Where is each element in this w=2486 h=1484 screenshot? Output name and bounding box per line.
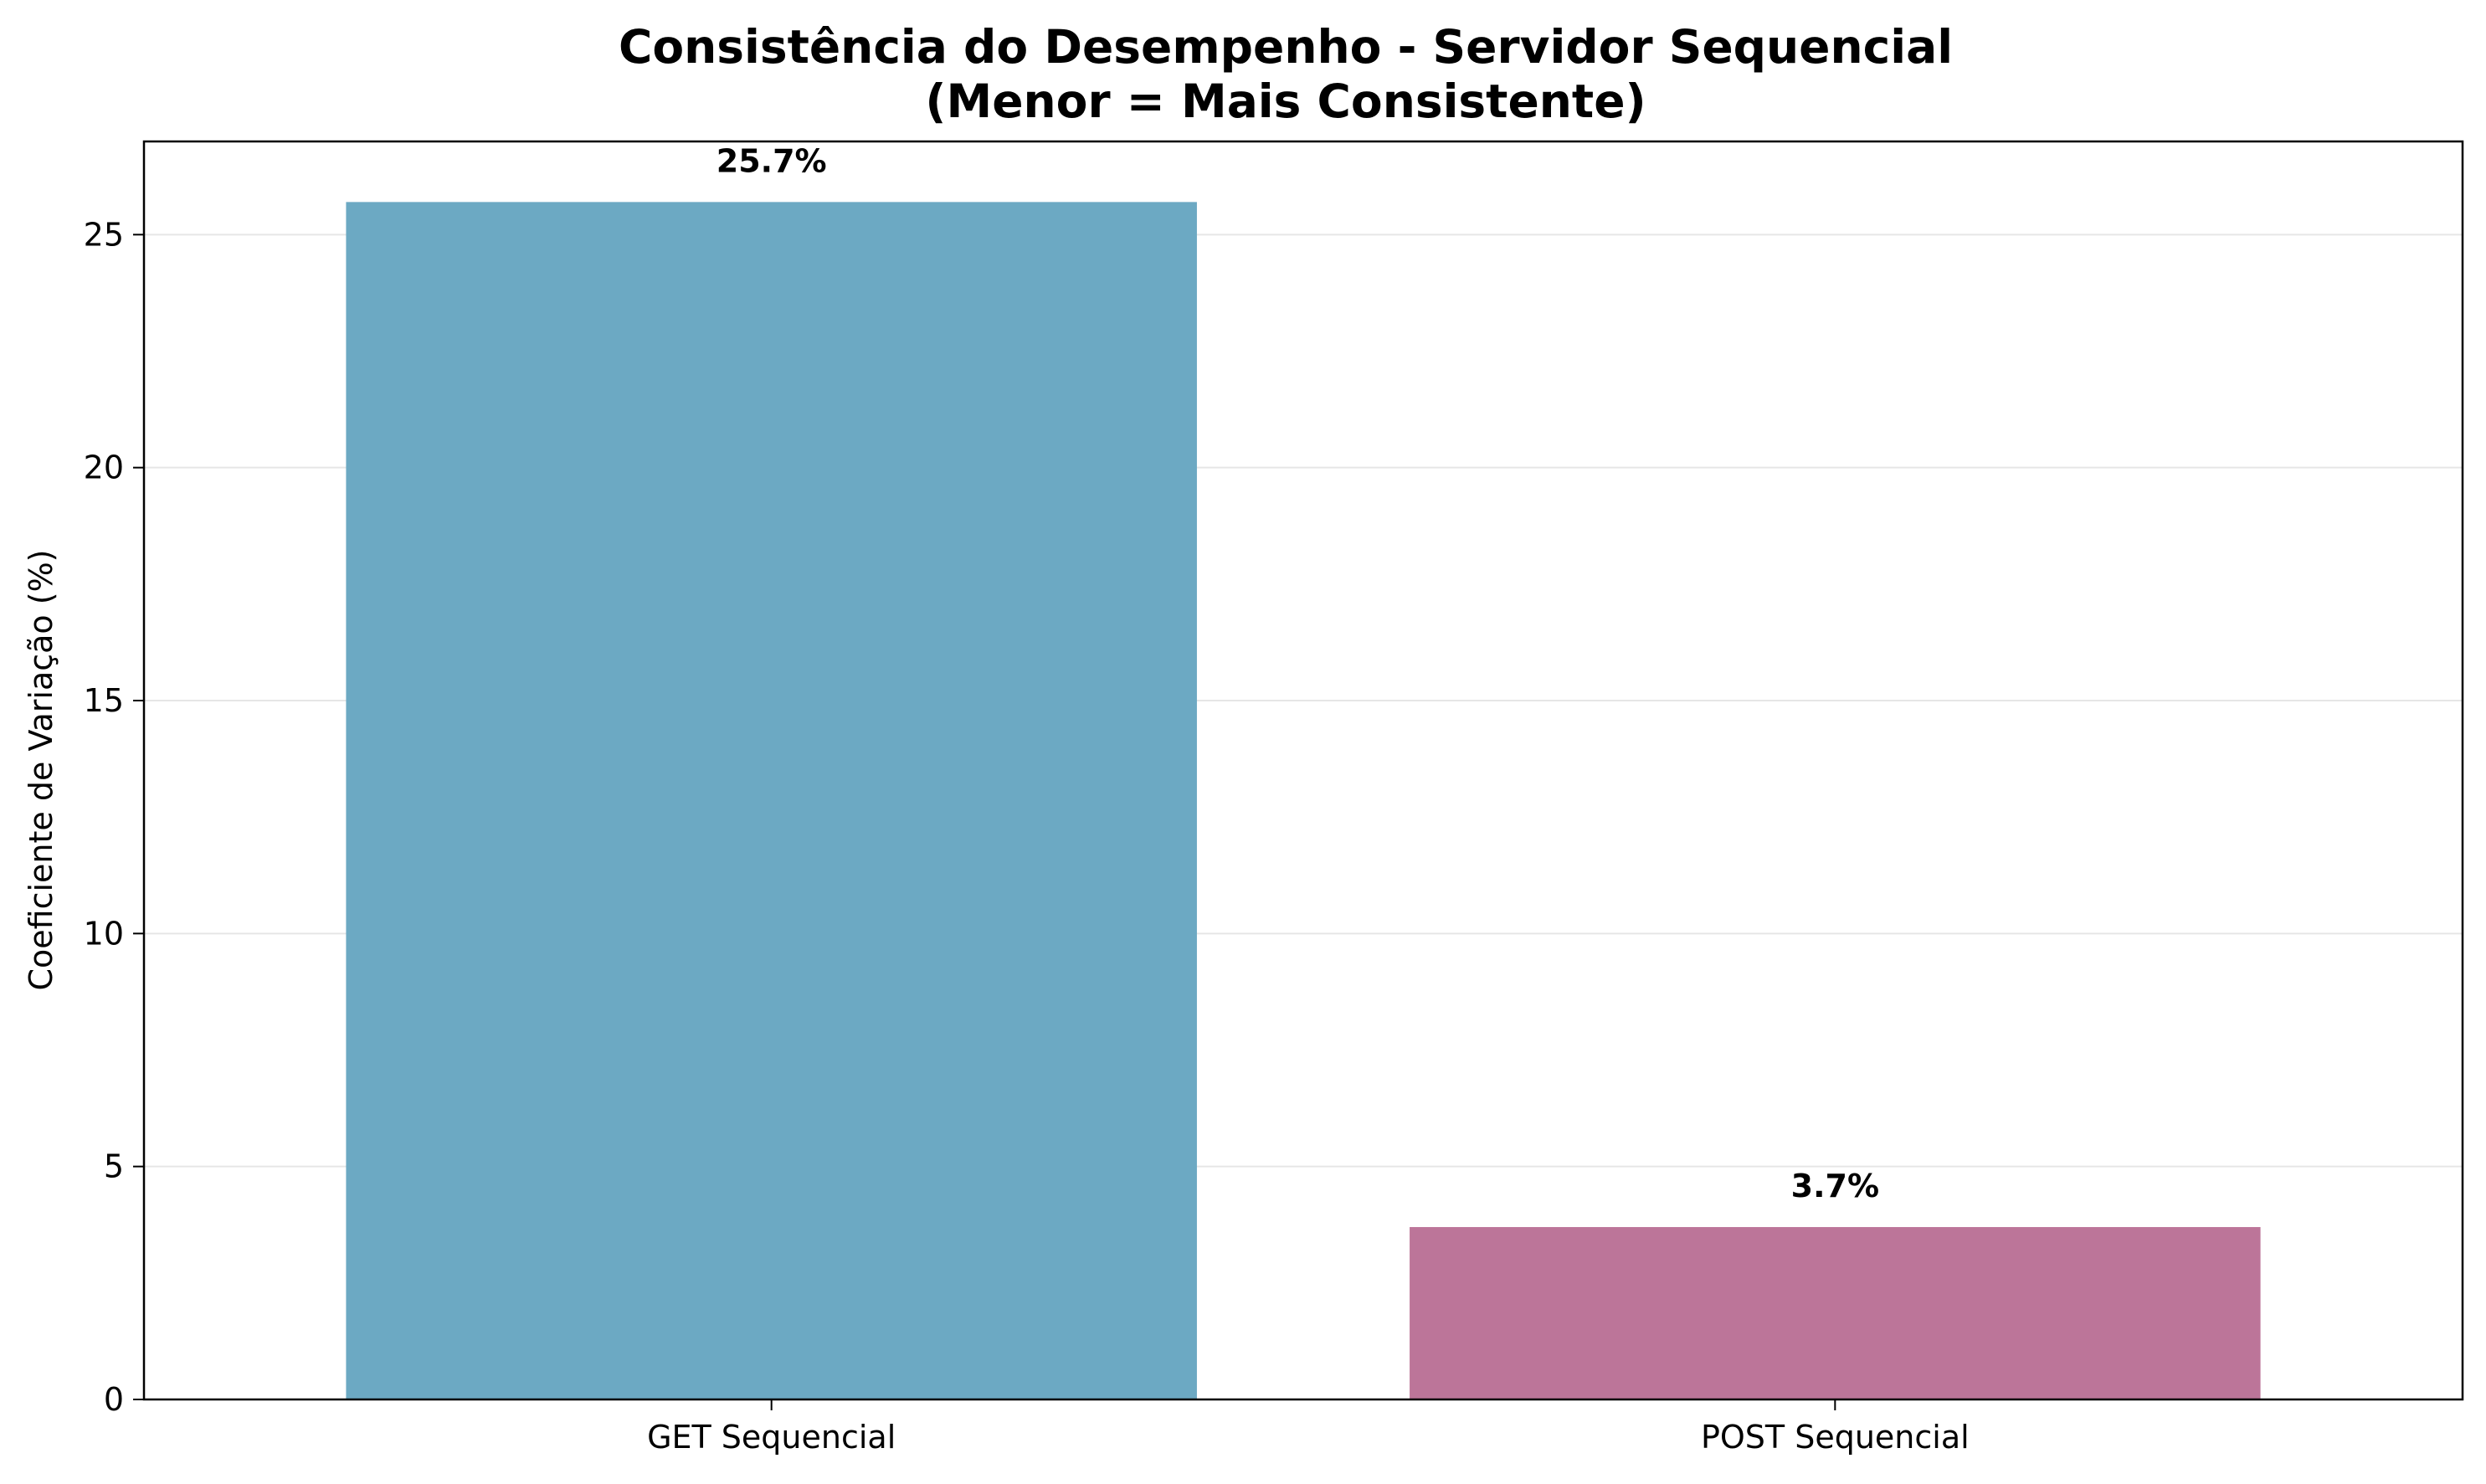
y-axis: 0 5 10 15 20 25 bbox=[84, 216, 144, 1418]
x-tick-label: POST Sequencial bbox=[1701, 1419, 1970, 1456]
data-labels: 25.7% 3.7% bbox=[717, 142, 1879, 1204]
chart-title: Consistência do Desempenho - Servidor Se… bbox=[619, 20, 1953, 74]
bar-value-label: 3.7% bbox=[1791, 1168, 1879, 1204]
y-tick-label: 20 bbox=[84, 449, 124, 486]
x-tick-label: GET Sequencial bbox=[647, 1419, 896, 1456]
x-axis: GET Sequencial POST Sequencial bbox=[647, 1399, 1970, 1456]
plot-area-frame bbox=[142, 140, 2464, 1401]
bars bbox=[346, 202, 2261, 1399]
chart-subtitle: (Menor = Mais Consistente) bbox=[925, 74, 1646, 128]
y-tick-label: 25 bbox=[84, 216, 124, 253]
y-tick-label: 15 bbox=[84, 682, 124, 719]
bar-value-label: 25.7% bbox=[717, 142, 827, 179]
bar bbox=[346, 202, 1197, 1399]
y-tick-label: 10 bbox=[84, 915, 124, 952]
y-axis-label: Coeficiente de Variação (%) bbox=[23, 549, 59, 990]
y-tick-label: 5 bbox=[104, 1148, 124, 1185]
y-tick-label: 0 bbox=[104, 1381, 124, 1418]
bar bbox=[1410, 1227, 2261, 1399]
